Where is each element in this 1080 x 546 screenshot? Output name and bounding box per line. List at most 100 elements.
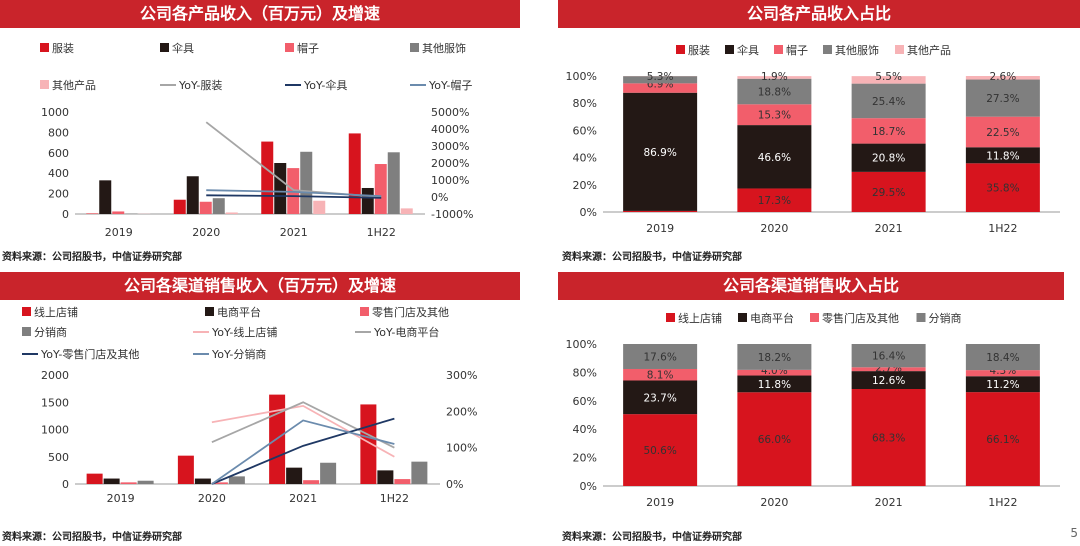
stacked-bar-segment [623, 83, 698, 93]
legend-swatch [285, 43, 294, 52]
y-tick-label: 2000 [41, 369, 69, 382]
stacked-bar-segment [737, 104, 812, 126]
legend-swatch [823, 45, 832, 54]
legend-swatch [360, 307, 369, 316]
bar [177, 455, 194, 484]
stacked-bar-segment [623, 92, 698, 211]
legend-swatch [410, 43, 419, 52]
stacked-bar-segment [965, 376, 1040, 393]
data-label: 86.9% [643, 147, 676, 159]
y-tick-label: 20% [573, 452, 597, 465]
legend-swatch [774, 45, 783, 54]
legend-label: YoY-分销商 [211, 347, 266, 361]
source-note: 资料来源：公司招股书，中信证券研究部 [562, 532, 742, 543]
stacked-bar-segment [965, 392, 1040, 486]
channel-share-panel: 公司各渠道销售收入占比 线上店铺 电商平台 零售门店及其他 分销商 0% 20% 40% 60… [558, 272, 1080, 546]
legend-label: 其他服饰 [835, 43, 879, 57]
bar [377, 470, 394, 484]
bar [112, 211, 125, 214]
legend-swatch [895, 45, 904, 54]
legend-label: 服装 [52, 42, 74, 55]
bar [374, 164, 387, 214]
series-line [211, 419, 395, 485]
bar [411, 461, 428, 484]
bar [211, 482, 228, 484]
legend-label: 分销商 [34, 325, 67, 339]
bar [303, 480, 320, 484]
data-label: 68.3% [872, 433, 905, 445]
y-tick-label: 600 [48, 147, 69, 160]
bar [300, 151, 313, 214]
legend-label: 伞具 [737, 43, 759, 57]
bar [348, 133, 361, 214]
legend-swatch [666, 313, 675, 322]
data-label: 22.5% [986, 127, 1019, 139]
y-tick-label: 1500 [41, 396, 69, 409]
stacked-bar-segment [965, 147, 1040, 164]
bar [199, 201, 212, 214]
product-revenue-panel: 公司各产品收入（百万元）及增速 服装 伞具 帽子 其他服饰 其他产品 YoY-服装 YoY-… [0, 0, 520, 263]
stacked-bar-segment [965, 344, 1040, 371]
bar [173, 199, 186, 214]
x-tick-label: 2021 [289, 492, 317, 505]
data-label: 2.6% [990, 71, 1017, 83]
legend-label: YoY-帽子 [428, 79, 472, 92]
bar [103, 478, 120, 484]
bar [186, 176, 199, 214]
bar [120, 482, 137, 484]
legend-label: YoY-线上店铺 [211, 325, 277, 339]
legend-swatch [810, 313, 819, 322]
stacked-bar-segment [851, 118, 926, 144]
y2-tick-label: 100% [446, 442, 477, 455]
legend-label: 服装 [688, 44, 710, 57]
stacked-bar-segment [851, 83, 926, 119]
series-line [211, 417, 395, 485]
legend-label: 分销商 [929, 311, 962, 325]
y-tick-label: 20% [573, 179, 597, 192]
source-note: 资料来源：公司招股书，中信证券研究部 [562, 252, 742, 263]
legend-swatch [205, 307, 214, 316]
legend-swatch [160, 43, 169, 52]
x-tick-label: 2021 [875, 496, 903, 509]
y2-tick-label: 0% [446, 478, 463, 491]
stacked-bar-segment [965, 116, 1040, 148]
legend-label: YoY-电商平台 [373, 325, 439, 339]
legend-label: 电商平台 [750, 311, 794, 325]
y-tick-label: 1000 [41, 106, 69, 119]
stacked-bar-segment [737, 76, 812, 79]
x-tick-label: 2019 [105, 226, 133, 239]
legend-label: YoY-伞具 [303, 78, 347, 92]
x-tick-label: 2019 [646, 222, 674, 235]
y-tick-label: 0 [62, 478, 69, 491]
stacked-bar-segment [623, 414, 698, 486]
bar [86, 473, 103, 484]
bar [261, 141, 274, 214]
data-label: 27.3% [986, 93, 1019, 105]
stacked-bar-segment [737, 369, 812, 376]
bar [400, 208, 413, 214]
stacked-bar-segment [851, 171, 926, 212]
y-tick-label: 60% [573, 124, 597, 137]
data-label: 5.5% [875, 71, 902, 83]
data-label: 18.4% [986, 352, 1019, 364]
data-label: 18.8% [758, 87, 791, 99]
legend-swatch [40, 43, 49, 52]
bar [360, 404, 377, 484]
stacked-bar-segment [851, 371, 926, 390]
x-tick-label: 2020 [760, 222, 788, 235]
y2-tick-label: 4000% [431, 123, 469, 136]
data-label: 50.6% [643, 445, 676, 457]
legend-swatch [738, 313, 747, 322]
data-label: 17.3% [758, 195, 791, 207]
x-tick-label: 2020 [760, 496, 788, 509]
y-tick-label: 1000 [41, 424, 69, 437]
y2-tick-label: 300% [446, 369, 477, 382]
x-tick-label: 1H22 [988, 222, 1017, 235]
stacked-bar-segment [965, 79, 1040, 117]
stacked-bar-segment [737, 78, 812, 105]
stacked-bar-segment [623, 210, 698, 212]
legend-label: 帽子 [786, 44, 808, 57]
data-label: 11.2% [986, 379, 1019, 391]
